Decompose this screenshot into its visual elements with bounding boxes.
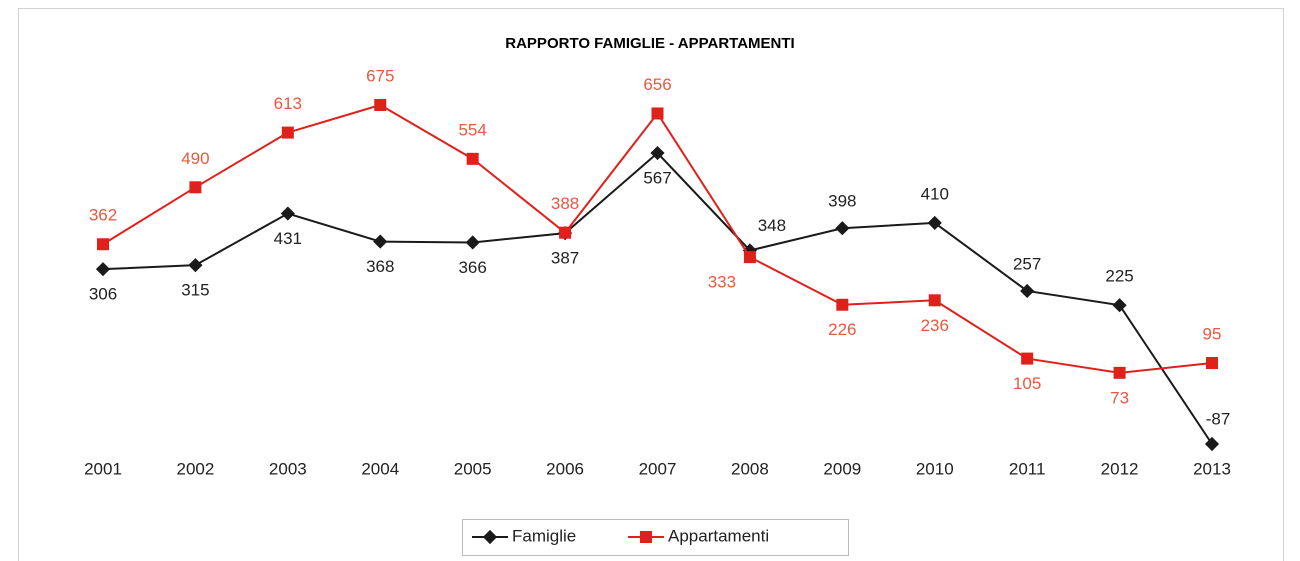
data-label: 366 (458, 258, 486, 277)
data-label: 225 (1105, 267, 1133, 286)
point-marker (559, 226, 572, 239)
point-marker (95, 262, 111, 277)
point-marker (280, 206, 295, 221)
point-marker (97, 238, 109, 251)
x-tick-label: 2011 (1009, 459, 1046, 478)
data-label: 95 (1203, 325, 1222, 344)
point-marker (651, 107, 664, 120)
data-label: 333 (708, 273, 736, 292)
point-marker (743, 251, 756, 264)
data-label: 567 (643, 169, 671, 188)
point-marker (466, 152, 479, 165)
point-marker (928, 294, 941, 307)
data-label: 490 (181, 149, 209, 168)
legend-label: Appartamenti (668, 526, 769, 545)
x-tick-label: 2013 (1193, 459, 1231, 478)
chart-title: RAPPORTO FAMIGLIE - APPARTAMENTI (505, 35, 794, 52)
data-label: 675 (366, 66, 394, 85)
data-label: 315 (181, 281, 209, 300)
data-label: 554 (458, 120, 486, 139)
point-marker (1112, 298, 1127, 313)
x-tick-label: 2003 (269, 459, 307, 478)
point-marker (374, 99, 387, 111)
legend-marker (640, 531, 652, 543)
point-marker (465, 235, 480, 250)
legend-marker (482, 529, 498, 545)
x-tick-label: 2005 (454, 459, 492, 478)
x-tick-label: 2001 (84, 459, 122, 478)
x-tick-label: 2012 (1101, 459, 1139, 478)
point-marker (650, 145, 665, 161)
point-marker (1206, 357, 1218, 370)
x-tick-label: 2010 (916, 459, 954, 478)
data-label: 398 (828, 192, 856, 211)
data-label: 105 (1013, 374, 1041, 393)
legend-label: Famiglie (512, 526, 576, 545)
x-tick-label: 2004 (361, 459, 399, 478)
data-label: 257 (1013, 254, 1041, 273)
x-tick-label: 2007 (639, 459, 677, 478)
point-marker (188, 258, 203, 273)
point-marker (836, 298, 849, 311)
data-label: -87 (1206, 409, 1231, 428)
chart-frame (18, 8, 1284, 561)
point-marker (373, 234, 388, 249)
data-label: 613 (274, 94, 302, 113)
point-marker (927, 215, 942, 230)
data-label: 236 (921, 316, 949, 335)
data-label: 362 (89, 206, 117, 225)
data-label: 656 (643, 75, 671, 94)
data-label: 368 (366, 257, 394, 276)
point-marker (1204, 436, 1220, 452)
point-marker (1021, 352, 1034, 365)
data-label: 348 (758, 216, 786, 235)
data-label: 387 (551, 249, 579, 268)
data-label: 226 (828, 320, 856, 339)
x-tick-label: 2009 (823, 459, 861, 478)
data-label: 306 (89, 285, 117, 304)
point-marker (281, 126, 294, 139)
point-marker (835, 221, 850, 236)
point-marker (1020, 283, 1035, 299)
data-label: 73 (1110, 388, 1129, 407)
data-label: 431 (274, 229, 302, 248)
point-marker (189, 181, 202, 194)
data-label: 410 (921, 184, 949, 203)
x-tick-label: 2008 (731, 459, 769, 478)
data-label: 388 (551, 194, 579, 213)
x-tick-label: 2002 (177, 459, 215, 478)
point-marker (1113, 366, 1126, 379)
x-tick-label: 2006 (546, 459, 584, 478)
